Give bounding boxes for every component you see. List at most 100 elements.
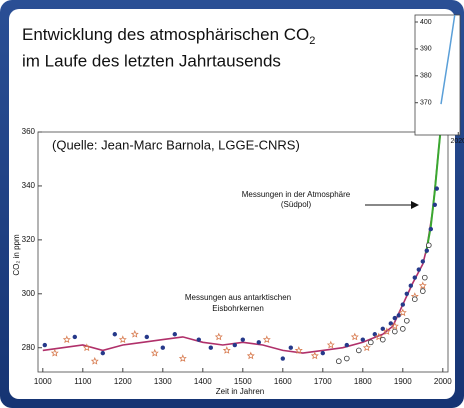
data-point: [421, 274, 428, 281]
data-point: [343, 355, 350, 362]
data-point: [42, 342, 47, 348]
x-tick-label: 1500: [234, 377, 252, 386]
data-point: [392, 315, 397, 321]
data-point: [240, 337, 245, 342]
title-line-1: Entwicklung des atmosphärischen CO2: [22, 25, 315, 46]
data-point: [388, 321, 393, 326]
data-point: [355, 347, 362, 354]
annotation: Eisbohrkernen: [212, 304, 264, 313]
data-point: [100, 350, 106, 356]
data-point: [222, 346, 231, 354]
data-point: [214, 332, 223, 341]
y-axis-label: CO₂ in ppm: [12, 234, 21, 276]
y-tick-label: 320: [22, 235, 36, 244]
data-point: [344, 342, 349, 348]
data-point: [400, 302, 405, 307]
x-tick-label: 1900: [394, 377, 412, 386]
data-point: [294, 346, 303, 354]
data-point: [367, 339, 374, 346]
data-point: [399, 326, 406, 332]
x-tick-label: 1100: [74, 377, 92, 386]
data-point: [403, 317, 410, 324]
inset-plot: [440, 15, 456, 105]
data-point: [326, 340, 335, 349]
y-tick-label: 400: [420, 19, 432, 26]
data-point: [335, 358, 342, 365]
data-line: [42, 107, 444, 354]
data-point: [390, 321, 399, 330]
data-point: [374, 332, 383, 341]
data-point: [50, 348, 59, 357]
x-tick-label: 1000: [34, 377, 52, 386]
data-point: [404, 291, 409, 296]
annotation: Messungen aus antarktischen: [185, 293, 291, 302]
data-point: [144, 334, 149, 340]
data-point: [196, 337, 201, 342]
x-tick-label: 2020: [450, 138, 464, 145]
annotation: (Südpol): [281, 200, 312, 209]
data-point: [391, 328, 398, 335]
y-tick-label: 360: [22, 127, 36, 136]
data-point: [178, 354, 187, 362]
data-point: [72, 334, 78, 340]
data-point: [420, 259, 425, 264]
data-point: [419, 288, 426, 294]
data-point: [232, 342, 237, 348]
annotation: Messungen in der Atmosphäre: [242, 190, 351, 199]
data-point: [411, 296, 418, 302]
data-point: [150, 348, 159, 357]
data-point: [398, 308, 407, 317]
y-tick-label: 300: [22, 289, 36, 298]
y-tick-label: 370: [420, 100, 432, 107]
data-point: [432, 202, 437, 208]
data-point: [350, 332, 359, 341]
data-point: [160, 345, 165, 350]
data-point: [382, 327, 391, 335]
data-point: [372, 332, 377, 337]
panel: [9, 9, 455, 399]
data-point: [208, 345, 213, 350]
y-tick-label: 390: [420, 46, 432, 53]
data-point: [418, 281, 427, 290]
data-point: [90, 356, 99, 365]
title-subscript: 2: [309, 35, 315, 47]
data-point: [246, 351, 255, 360]
data-point: [425, 242, 432, 249]
x-tick-label: 1800: [354, 377, 372, 386]
data-point: [62, 335, 71, 344]
x-axis-label: Zeit in Jahren: [216, 387, 264, 396]
data-point: [396, 313, 401, 318]
data-line: [440, 15, 456, 105]
x-tick-label: 1200: [114, 377, 132, 386]
y-tick-label: 280: [22, 343, 36, 352]
source: (Quelle: Jean-Marc Barnola, LGGE-CNRS): [52, 137, 300, 152]
x-tick-label: 1600: [274, 377, 292, 386]
data-point: [416, 267, 421, 272]
data-point: [412, 275, 417, 280]
data-point: [172, 332, 177, 337]
data-point: [310, 351, 319, 360]
x-tick-label: 1400: [194, 377, 212, 386]
title-text: Entwicklung des atmosphärischen CO: [22, 25, 309, 44]
data-point: [360, 337, 365, 342]
data-point: [362, 343, 371, 352]
data-point: [280, 356, 285, 361]
x-tick-label: 2000: [434, 377, 452, 386]
data-point: [424, 248, 429, 253]
data-point: [320, 350, 325, 356]
data-point: [380, 326, 385, 332]
data-point: [262, 335, 271, 344]
data-point: [434, 186, 439, 191]
data-point: [288, 345, 293, 350]
data-point: [408, 283, 413, 288]
y-tick-label: 380: [420, 73, 432, 80]
x-tick-label: 1700: [314, 377, 332, 386]
data-point: [379, 336, 386, 343]
data-point: [428, 226, 433, 232]
data-point: [256, 340, 261, 345]
data-point: [112, 332, 118, 337]
title-line-2: im Laufe des letzten Jahrtausends: [22, 51, 281, 70]
x-tick-label: 1300: [154, 377, 172, 386]
data-point: [118, 335, 127, 344]
